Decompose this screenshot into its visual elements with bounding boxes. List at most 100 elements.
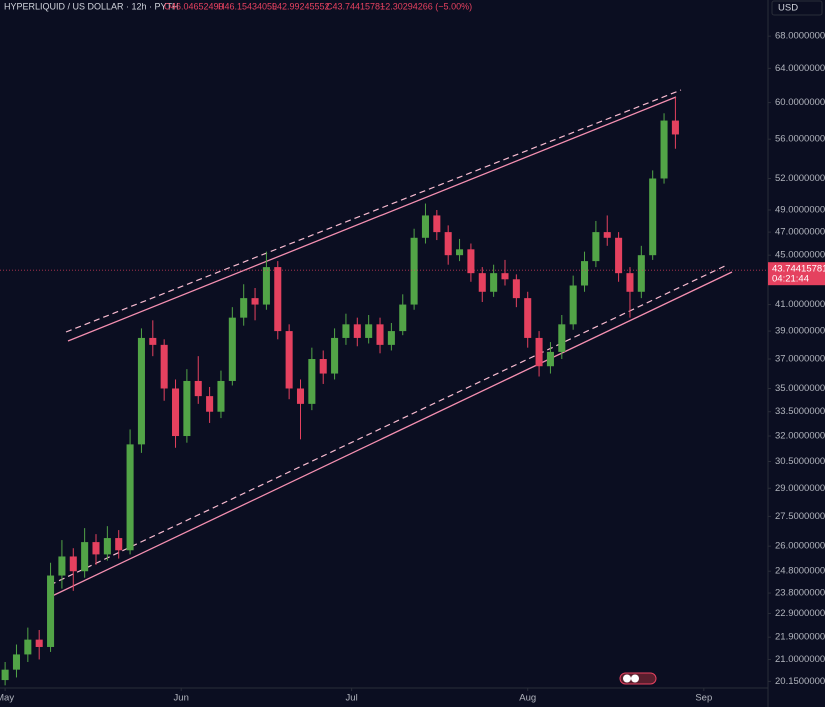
channel-lower	[49, 271, 733, 598]
y-tick-label: 23.80000000	[775, 588, 825, 599]
y-tick-label: 64.00000000	[775, 63, 825, 74]
last-price-label: 43.74415781	[772, 264, 825, 275]
y-tick-label: 20.15000000	[775, 676, 825, 687]
candle-body	[160, 344, 168, 389]
y-tick-label: 68.00000000	[775, 31, 825, 42]
low: L42.99245552	[272, 1, 330, 11]
candle-body	[444, 232, 452, 256]
candle-body	[478, 273, 486, 292]
y-tick-label: 30.50000000	[775, 456, 825, 467]
y-tick-label: 60.00000000	[775, 97, 825, 108]
candle-body	[217, 380, 225, 412]
open: O46.04652490	[164, 1, 224, 11]
y-tick-label: 45.00000000	[775, 250, 825, 261]
channel-lower-dashed	[49, 264, 728, 586]
candle-body	[626, 273, 634, 292]
candle-body	[183, 380, 191, 437]
x-tick-label: Jun	[174, 693, 189, 704]
candle-body	[69, 556, 77, 572]
candle-body	[421, 215, 429, 238]
event-markers[interactable]	[619, 672, 657, 685]
y-tick-label: 27.50000000	[775, 511, 825, 522]
y-tick-label: 49.00000000	[775, 205, 825, 216]
last-price-box	[768, 262, 825, 286]
high: H46.15434059	[218, 1, 277, 11]
y-tick-label: 41.00000000	[775, 299, 825, 310]
candle-body	[194, 380, 202, 397]
candle-body	[251, 298, 259, 305]
close: C43.74415781	[326, 1, 385, 11]
candle-body	[172, 388, 180, 437]
y-tick-label: 24.80000000	[775, 566, 825, 577]
candle-body	[671, 120, 679, 135]
candle-body	[603, 232, 611, 238]
candle-body	[433, 215, 441, 233]
candle-body	[92, 542, 100, 555]
candle-body	[262, 267, 270, 305]
y-tick-label: 21.90000000	[775, 632, 825, 643]
candle-body	[81, 542, 89, 572]
candle-body	[535, 337, 543, 367]
candle-body	[558, 324, 566, 352]
candle-body	[342, 324, 350, 338]
x-tick-label: Aug	[519, 693, 536, 704]
candle-body	[637, 255, 645, 292]
candle-body	[399, 304, 407, 332]
currency-box[interactable]	[771, 0, 823, 16]
event-icon	[623, 674, 631, 683]
candle-body	[12, 654, 20, 670]
candle-body	[308, 359, 316, 404]
candle-body	[660, 120, 668, 179]
x-tick-label: Sep	[695, 693, 712, 704]
candle-body	[501, 273, 509, 280]
candle-body	[467, 249, 475, 274]
currency[interactable]: USD	[778, 3, 798, 14]
candle-body	[1, 669, 9, 681]
y-tick-label: 33.50000000	[775, 406, 825, 417]
x-tick-label: May	[0, 693, 14, 704]
candle-body	[512, 279, 520, 299]
candle-body	[149, 337, 157, 345]
candle-body	[353, 324, 361, 338]
x-tick-label: Jul	[346, 693, 358, 704]
y-tick-label: 32.00000000	[775, 431, 825, 442]
event-icon	[631, 674, 639, 683]
candle-body	[319, 359, 327, 374]
candle-body	[580, 261, 589, 286]
y-tick-label: 56.00000000	[775, 134, 825, 145]
candle-body	[274, 267, 282, 332]
change: −2.30294266 (−5.00%)	[380, 1, 472, 11]
candles	[1, 97, 679, 686]
candle-body	[649, 178, 657, 256]
candle-body	[47, 575, 55, 647]
y-tick-label: 52.00000000	[775, 173, 825, 184]
candle-body	[387, 331, 395, 345]
candle-body	[524, 298, 532, 338]
candle-body	[365, 324, 373, 338]
candle-body	[115, 538, 123, 551]
candle-body	[376, 324, 384, 345]
candle-body	[296, 388, 305, 404]
countdown: 04:21:44	[772, 274, 809, 285]
channel-upper	[67, 96, 677, 342]
candle-body	[228, 317, 236, 381]
candle-body	[615, 237, 623, 274]
channel-upper-dashed	[65, 89, 682, 333]
candle-body	[569, 285, 577, 325]
y-tick-label: 29.00000000	[775, 483, 825, 494]
y-tick-label: 37.00000000	[775, 354, 825, 365]
candle-body	[285, 331, 293, 389]
y-tick-label: 39.00000000	[775, 326, 825, 337]
candle-body	[240, 298, 248, 318]
symbol: HYPERLIQUID / US DOLLAR · 12h · PYTH	[4, 1, 179, 11]
y-tick-label: 22.90000000	[775, 608, 825, 619]
y-tick-label: 47.00000000	[775, 227, 825, 238]
candle-body	[58, 556, 66, 576]
candle-body	[410, 237, 418, 305]
y-tick-label: 26.00000000	[775, 541, 825, 552]
candle-body	[126, 444, 134, 551]
candle-body	[546, 351, 554, 367]
candle-body	[137, 337, 145, 445]
